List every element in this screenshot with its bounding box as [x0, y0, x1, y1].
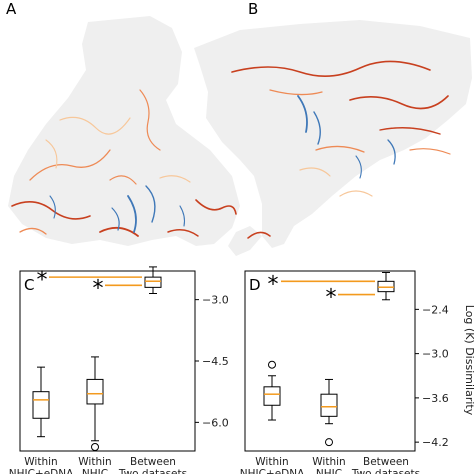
chart-d-ylabel: Log (K) Dissimilarity — [463, 305, 474, 416]
chart-d-category-label: Within — [255, 456, 288, 468]
chart-d: D −2.4−3.0−3.6−4.2WithinNHIC+eDNAWithinN… — [240, 270, 474, 474]
chart-d-box — [320, 393, 338, 417]
panel-c-label: C — [24, 276, 34, 294]
map-b-streams-warm — [231, 60, 451, 239]
chart-c-category-label: Within — [78, 456, 111, 468]
chart-d-outlier — [268, 360, 276, 369]
chart-d-category-label: NHIC — [316, 468, 342, 474]
chart-d-ytick-label: −3.6 — [422, 392, 449, 405]
chart-c-significance-star: * — [93, 276, 104, 301]
chart-d-ytick-label: −2.4 — [422, 303, 449, 316]
chart-c-significance-star: * — [37, 268, 48, 293]
chart-d-box — [263, 386, 281, 406]
map-a-streams-warm — [11, 89, 237, 237]
chart-c-box — [86, 378, 104, 405]
chart-c-category-label: NHIC — [82, 468, 108, 474]
chart-c-category-label: NHIC+eDNA — [9, 468, 74, 474]
map-b: B — [194, 0, 472, 256]
chart-c-box — [144, 276, 162, 288]
chart-d-significance-star: * — [268, 272, 279, 297]
chart-c-category-label: Within — [24, 456, 57, 468]
chart-c-ytick-label: −6.0 — [202, 416, 229, 429]
map-b-streams-cool — [297, 95, 396, 179]
chart-d-category-label: NHIC+eDNA — [240, 468, 305, 474]
panel-d-label: D — [249, 276, 261, 294]
panel-a-label: A — [6, 0, 17, 18]
chart-d-plot: −2.4−3.0−3.6−4.2WithinNHIC+eDNAWithinNHI… — [240, 271, 449, 474]
chart-d-ytick-label: −3.0 — [422, 348, 449, 361]
chart-c-box — [32, 391, 50, 419]
chart-c-frame — [19, 270, 196, 452]
chart-c-ytick-label: −3.0 — [202, 294, 229, 307]
chart-c-outlier — [91, 443, 99, 451]
chart-d-category-label: Between — [363, 456, 409, 468]
chart-d-outlier — [325, 438, 333, 447]
chart-d-frame — [244, 270, 416, 452]
chart-d-significance-star: * — [326, 286, 337, 311]
map-b-landmass — [194, 20, 472, 248]
map-b-peninsula — [228, 226, 262, 256]
chart-c: C −3.0−4.5−6.0WithinNHIC+eDNAWithinNHICB… — [9, 266, 229, 474]
chart-c-category-label: Between — [130, 456, 176, 468]
chart-d-category-label: Two datasets — [351, 468, 420, 474]
chart-d-category-label: Within — [312, 456, 345, 468]
map-a: A — [6, 0, 240, 246]
chart-d-ytick-label: −4.2 — [422, 436, 449, 449]
map-a-landmass — [8, 16, 240, 246]
map-a-streams-cool — [49, 185, 186, 233]
panel-b-label: B — [248, 0, 258, 18]
chart-c-plot: −3.0−4.5−6.0WithinNHIC+eDNAWithinNHICBet… — [9, 266, 229, 474]
chart-c-ytick-label: −4.5 — [202, 355, 229, 368]
chart-c-category-label: Two datasets — [118, 468, 187, 474]
